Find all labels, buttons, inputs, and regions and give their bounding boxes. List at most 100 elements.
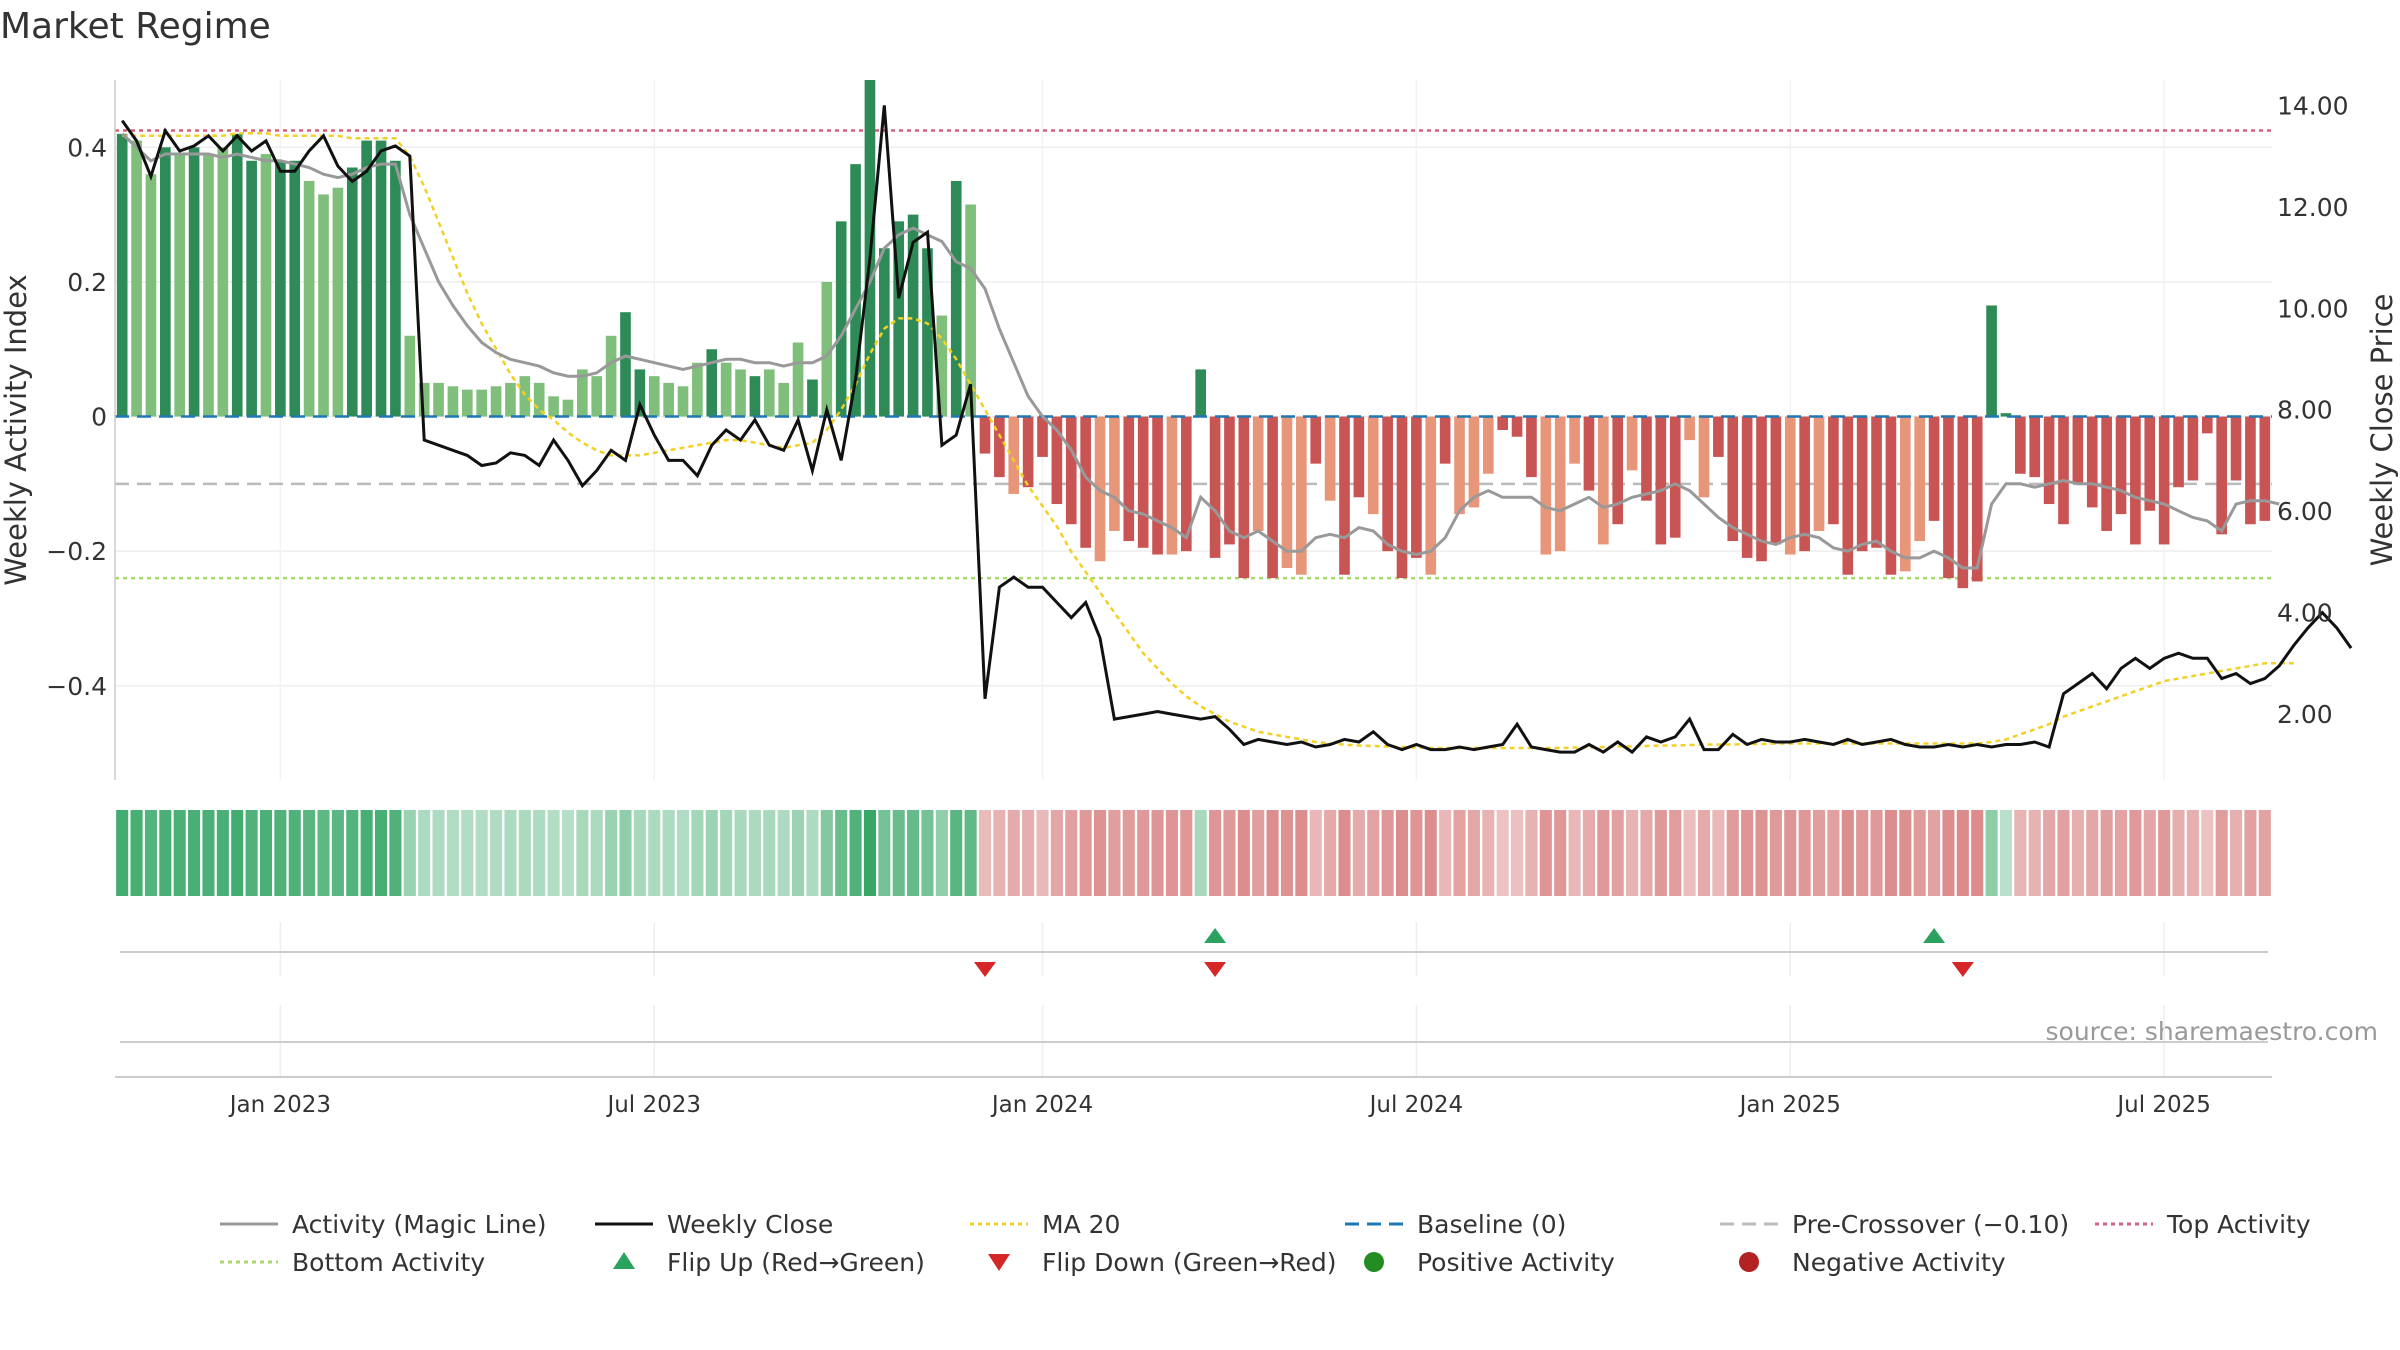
weekly-close-line: [120, 105, 2353, 755]
heat-cell: [1928, 810, 1941, 896]
y-tick-label: 0.2: [67, 268, 107, 297]
activity-bar: [965, 204, 976, 417]
activity-bar: [1641, 416, 1652, 501]
activity-bar: [1367, 416, 1379, 515]
heat-cell: [259, 810, 273, 896]
heat-cell: [921, 810, 934, 896]
activity-bar: [548, 396, 559, 417]
heat-cell: [2186, 810, 2199, 896]
heat-cell: [1439, 810, 1452, 896]
activity-bar: [2029, 416, 2041, 478]
activity-bar: [447, 386, 459, 417]
activity-bar: [821, 281, 833, 417]
activity-bar: [2216, 416, 2227, 535]
activity-bar: [720, 362, 732, 417]
magic-line: [121, 132, 2280, 570]
activity-bar: [879, 248, 890, 417]
heat-cell: [1367, 810, 1380, 896]
activity-bar: [2072, 416, 2084, 484]
heat-cell: [2086, 810, 2099, 896]
heat-cell: [303, 810, 316, 896]
activity-bar: [907, 214, 919, 417]
heat-cell: [978, 810, 992, 896]
activity-bar: [2230, 416, 2242, 481]
y-tick-label: 0.4: [67, 133, 107, 162]
activity-bar: [418, 382, 430, 417]
flip-up-marker: [1204, 928, 1227, 943]
heat-cell: [676, 810, 690, 896]
y2-axis-label: Weekly Close Price: [2365, 294, 2399, 567]
activity-bar: [2259, 416, 2271, 521]
heat-cell: [964, 810, 977, 896]
activity-bar: [1526, 416, 1537, 478]
activity-bar: [1454, 416, 1465, 515]
heat-cell: [432, 810, 445, 896]
heat-cell: [389, 810, 402, 896]
activity-bar: [1296, 416, 1307, 575]
activity-bar: [1540, 416, 1552, 555]
activity-bar: [490, 386, 502, 417]
activity-bar: [231, 133, 243, 417]
activity-bar: [1310, 416, 1322, 464]
flip-down-marker: [1951, 962, 1974, 977]
heat-cell: [619, 810, 632, 896]
heat-cell: [1352, 810, 1365, 896]
heat-cell: [2028, 810, 2041, 896]
activity-bar: [2158, 416, 2170, 545]
activity-bars: [115, 80, 2272, 589]
heat-cell: [1827, 810, 1840, 896]
heat-cell: [2071, 810, 2084, 896]
activity-bar: [1727, 416, 1739, 542]
activity-bar: [1698, 416, 1710, 498]
heat-cell: [288, 810, 301, 896]
x-tick-label: Jul 2025: [2115, 1092, 2211, 1118]
flip-down-marker: [1204, 962, 1227, 977]
heat-cell: [1626, 810, 1639, 896]
activity-bar: [217, 147, 229, 417]
activity-bar: [1382, 416, 1393, 552]
flip-markers-panel: [120, 922, 2268, 977]
heat-cell: [116, 810, 129, 896]
activity-bar: [145, 174, 157, 417]
y-tick-label: 0: [91, 403, 107, 432]
heat-cell: [418, 810, 431, 896]
legend-label-ma20: MA 20: [1042, 1210, 1120, 1239]
activity-bar: [677, 386, 689, 417]
legend-label-baseline: Baseline (0): [1417, 1210, 1566, 1239]
heat-cell: [2043, 810, 2056, 896]
heat-cell: [633, 810, 646, 896]
heat-cell: [374, 810, 388, 896]
flip-up-marker: [1923, 928, 1946, 943]
activity-bar: [2043, 416, 2055, 505]
heat-cell: [1453, 810, 1466, 896]
heat-cell: [1108, 810, 1121, 896]
activity-bar: [2101, 416, 2112, 531]
heat-cell: [245, 810, 258, 896]
bottom-panel: source: sharemaestro.com: [115, 1005, 2378, 1078]
heat-cell: [188, 810, 201, 896]
activity-bar: [1741, 416, 1753, 558]
heat-cell: [202, 810, 215, 896]
activity-bar: [605, 335, 617, 417]
activity-bar: [275, 160, 286, 417]
activity-bar: [1267, 416, 1278, 579]
heat-cell: [403, 810, 416, 896]
heat-cell: [1942, 810, 1955, 896]
heat-cell: [231, 810, 244, 896]
heat-cell: [590, 810, 603, 896]
heat-cell: [1683, 810, 1696, 896]
activity-bar: [318, 194, 329, 417]
y2-tick-label: 12.00: [2277, 193, 2349, 222]
legend-label-pos: Positive Activity: [1417, 1248, 1615, 1277]
heat-cell: [1525, 810, 1538, 896]
heat-cell: [1309, 810, 1322, 896]
activity-bar: [404, 335, 416, 417]
heat-cell: [461, 810, 474, 896]
activity-bar: [634, 369, 646, 417]
activity-bar: [1353, 416, 1365, 498]
activity-bar: [2201, 416, 2213, 434]
activity-bar: [1411, 416, 1422, 558]
heat-cell: [490, 810, 503, 896]
heat-cell: [2201, 810, 2214, 896]
activity-bar: [1339, 416, 1350, 575]
